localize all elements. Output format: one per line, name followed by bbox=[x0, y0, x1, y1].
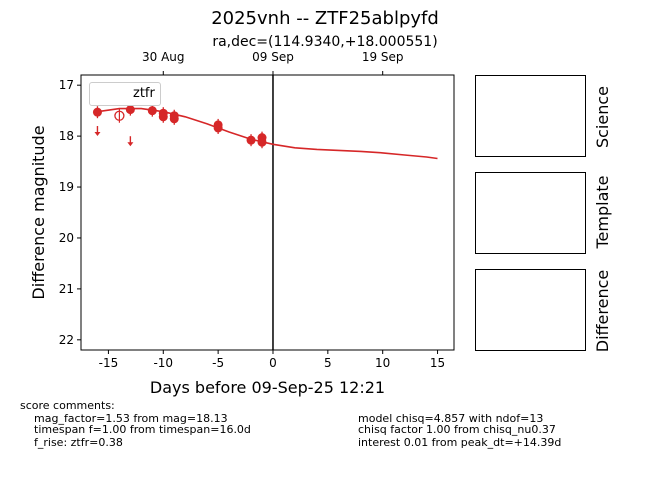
legend-entry-ztfr: ztfr bbox=[133, 86, 155, 101]
data-point bbox=[257, 137, 267, 147]
chart-title: 2025vnh -- ZTF25ablpyfd bbox=[211, 8, 439, 29]
data-point bbox=[125, 105, 135, 115]
y-tick-label: 19 bbox=[59, 180, 74, 194]
legend bbox=[89, 82, 161, 106]
top-tick-label: 30 Aug bbox=[142, 50, 185, 64]
y-tick-label: 18 bbox=[59, 129, 74, 143]
score-comment-line: f_rise: ztfr=0.38 bbox=[34, 436, 123, 449]
x-tick-label: 0 bbox=[269, 356, 277, 370]
template-image-panel bbox=[475, 172, 586, 254]
x-tick-label: -10 bbox=[153, 356, 173, 370]
chart-subtitle: ra,dec=(114.9340,+18.000551) bbox=[212, 34, 438, 50]
score-comments-header: score comments: bbox=[20, 399, 115, 412]
data-point bbox=[246, 135, 256, 145]
data-point bbox=[92, 107, 102, 117]
data-point bbox=[147, 106, 157, 116]
y-tick-label: 21 bbox=[59, 282, 74, 296]
model-curve bbox=[97, 107, 438, 160]
x-tick-label: -15 bbox=[99, 356, 119, 370]
science-label: Science bbox=[593, 85, 612, 149]
data-point bbox=[213, 123, 223, 133]
x-tick-label: 5 bbox=[324, 356, 332, 370]
y-tick-label: 17 bbox=[59, 78, 74, 92]
upper-limit-arrow bbox=[94, 132, 101, 137]
y-tick-label: 20 bbox=[59, 231, 74, 245]
x-tick-label: -5 bbox=[212, 356, 224, 370]
model-comment-line: model chisq=4.857 with ndof=13 bbox=[358, 412, 544, 425]
upper-limit-arrow bbox=[127, 142, 134, 147]
score-comment-line: timespan f=1.00 from timespan=16.0d bbox=[34, 423, 251, 436]
data-point bbox=[169, 114, 179, 124]
y-axis-label: Difference magnitude bbox=[29, 125, 48, 299]
model-comment-line: interest 0.01 from peak_dt=+14.39d bbox=[358, 436, 562, 449]
score-comment-line: mag_factor=1.53 from mag=18.13 bbox=[34, 412, 228, 425]
difference-image-panel bbox=[475, 269, 586, 351]
difference-label: Difference bbox=[593, 269, 612, 353]
top-tick-label: 09 Sep bbox=[252, 50, 294, 64]
model-comment-line: chisq factor 1.00 from chisq_nu0.37 bbox=[358, 423, 556, 436]
x-axis-label: Days before 09-Sep-25 12:21 bbox=[150, 378, 385, 397]
science-image-panel bbox=[475, 75, 586, 157]
plot-frame bbox=[80, 74, 455, 351]
open-data-point bbox=[114, 110, 125, 121]
y-tick-label: 22 bbox=[59, 333, 74, 347]
x-tick-label: 10 bbox=[375, 356, 390, 370]
data-point bbox=[158, 112, 168, 122]
top-tick-label: 19 Sep bbox=[362, 50, 404, 64]
template-label: Template bbox=[593, 175, 612, 249]
x-tick-label: 15 bbox=[430, 356, 445, 370]
